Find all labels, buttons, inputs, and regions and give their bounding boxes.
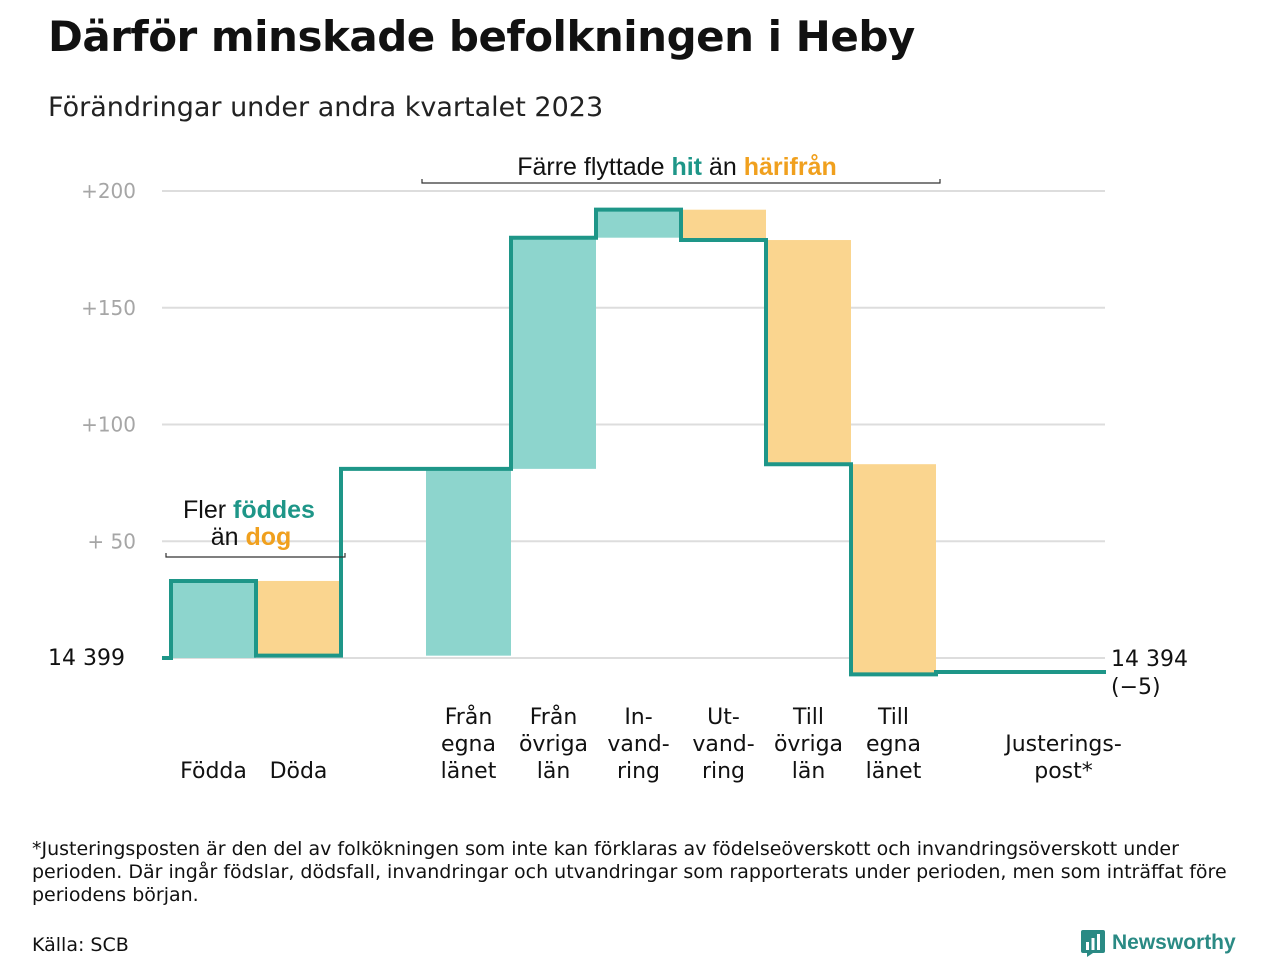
category-label: Från: [445, 704, 493, 730]
waterfall-bar: [511, 237, 596, 469]
y-tick-label: +100: [81, 413, 136, 437]
category-label: Ut-: [707, 705, 740, 730]
category-label: Döda: [270, 759, 328, 784]
waterfall-bar: [681, 209, 766, 241]
chart-title: Därför minskade befolkningen i Heby: [48, 12, 915, 61]
bar-chart-icon: [1081, 930, 1105, 957]
category-label: Från: [530, 704, 578, 730]
start-value-label: 14 399: [48, 646, 125, 671]
waterfall-bar: [851, 464, 936, 675]
category-label: egna: [441, 732, 496, 757]
y-tick-label: +200: [81, 179, 136, 203]
y-tick-label: + 50: [87, 529, 136, 553]
annotation-births: än dog: [211, 523, 292, 551]
category-label: Justerings-: [1003, 732, 1122, 757]
annotation-bracket: [421, 179, 941, 184]
category-label: vand-: [692, 732, 754, 757]
category-label: Till: [877, 705, 909, 730]
waterfall-bar: [766, 240, 851, 465]
category-label: län: [537, 759, 571, 784]
footnote: *Justeringsposten är den del av folkökni…: [32, 838, 1227, 906]
source-note: Källa: SCB: [32, 934, 129, 956]
waterfall-bar: [171, 580, 256, 658]
category-label: ring: [617, 759, 660, 784]
category-label: egna: [866, 732, 921, 757]
end-value-label: 14 394: [1111, 647, 1188, 672]
y-tick-label: +150: [81, 296, 136, 320]
category-label: övriga: [774, 732, 843, 757]
waterfall-bar: [426, 468, 511, 656]
annotation-migration: Färre flyttade hit än härifrån: [517, 153, 837, 181]
waterfall-bar: [596, 209, 681, 238]
category-label: länet: [441, 759, 497, 784]
category-label: övriga: [519, 732, 588, 757]
chart-subtitle: Förändringar under andra kvartalet 2023: [48, 92, 604, 123]
category-label: län: [792, 759, 826, 784]
end-change-label: (−5): [1111, 675, 1161, 700]
category-label: ring: [702, 759, 745, 784]
category-label: länet: [866, 759, 922, 784]
waterfall-bar: [256, 580, 341, 656]
cumulative-line: [162, 207, 1106, 677]
annotation-births: Fler föddes: [183, 496, 315, 524]
category-label: Födda: [180, 759, 247, 784]
brand-name: Newsworthy: [1112, 931, 1236, 954]
category-label: post*: [1034, 759, 1093, 784]
category-label: In-: [624, 705, 652, 730]
annotation-bracket: [165, 553, 346, 558]
category-label: Till: [792, 705, 824, 730]
brand-logo[interactable]: Newsworthy: [1080, 928, 1236, 958]
category-label: vand-: [607, 732, 669, 757]
